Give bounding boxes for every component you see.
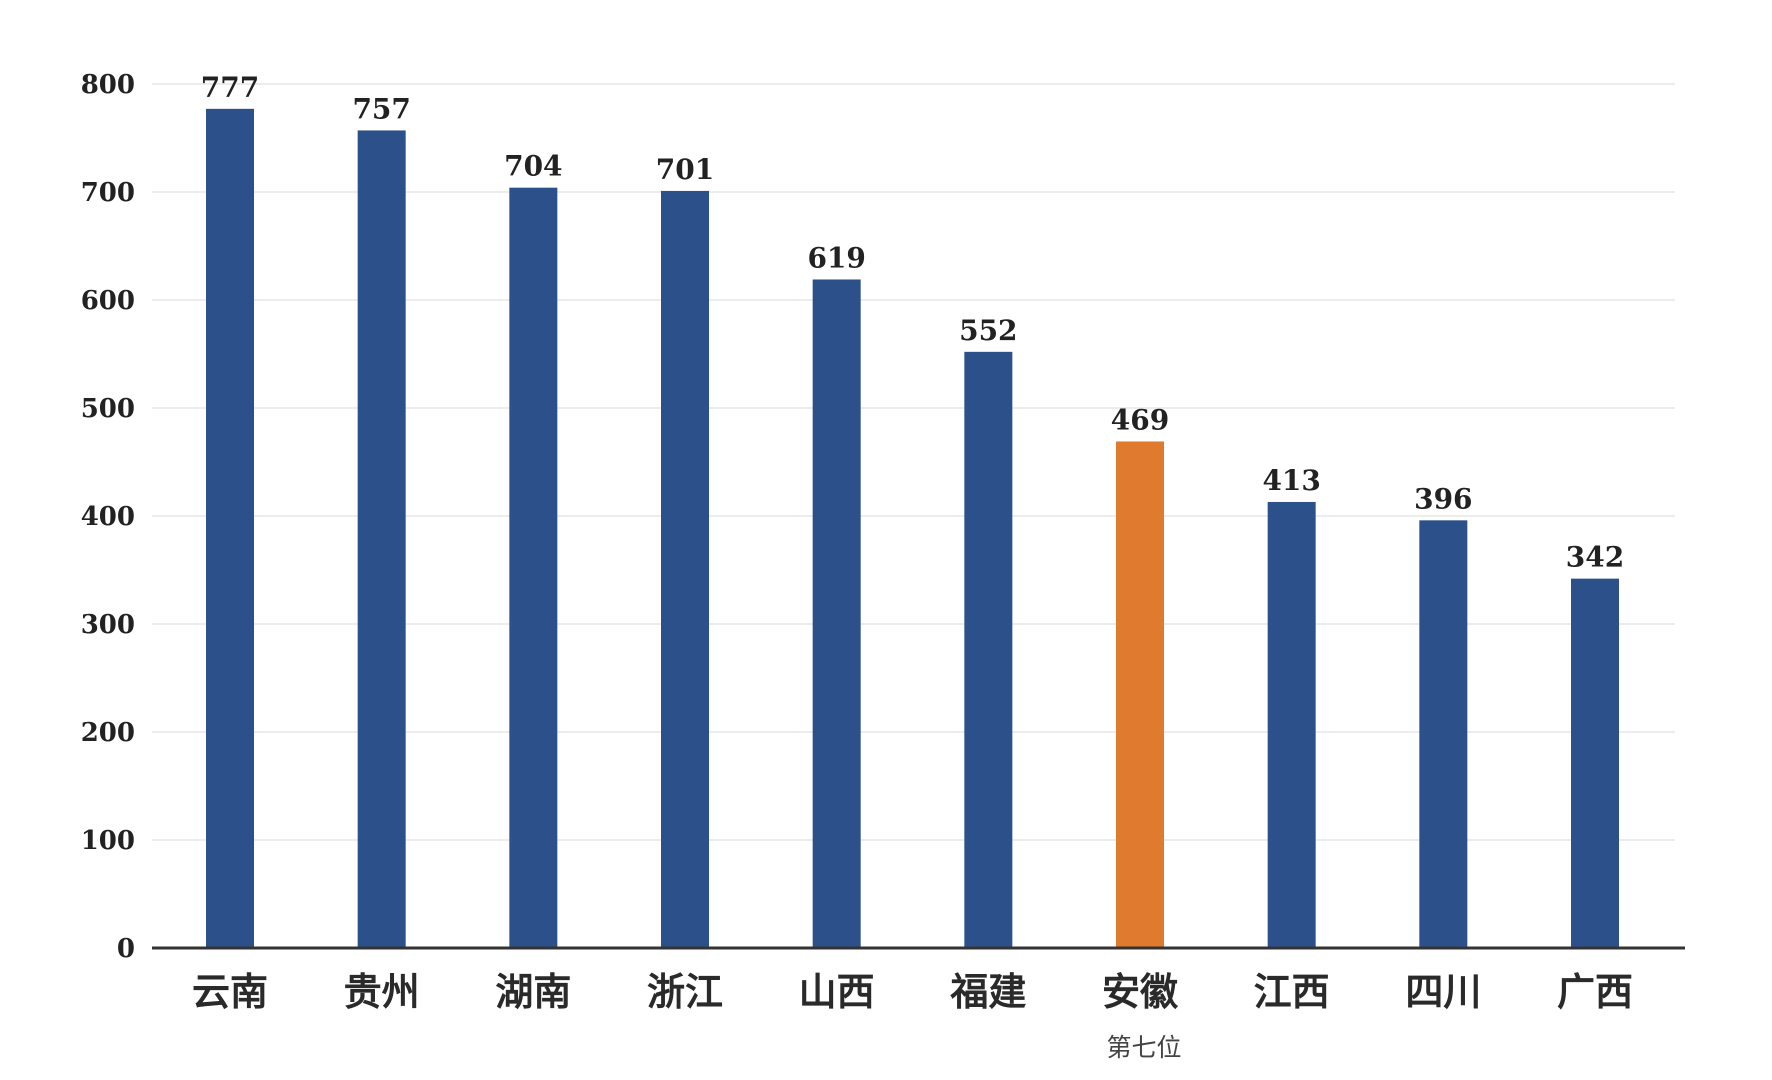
bar-云南 [206, 108, 254, 949]
bar-贵州 [357, 130, 406, 948]
y-tick-label-500: 500 [81, 394, 135, 424]
category-label-山西: 山西 [799, 970, 875, 1014]
bar-广西 [1571, 578, 1619, 948]
data-label-云南: 777 [201, 71, 259, 104]
y-tick-label-600: 600 [81, 286, 135, 316]
bar-浙江 [661, 190, 709, 949]
category-label-江西: 江西 [1254, 970, 1330, 1014]
data-labels: 777 757 704 701 619 552 469 413 396 342 [201, 71, 1624, 574]
category-label-贵州: 贵州 [344, 970, 420, 1014]
y-tick-label-800: 800 [81, 70, 135, 100]
y-tick-label-200: 200 [81, 718, 135, 748]
category-label-湖南: 湖南 [495, 970, 571, 1014]
y-tick-label-300: 300 [81, 610, 135, 640]
category-label-云南: 云南 [192, 970, 268, 1014]
data-label-山西: 619 [807, 241, 865, 274]
data-label-安徽: 469 [1111, 403, 1169, 436]
y-tick-label-0: 0 [117, 934, 135, 964]
bar-山西 [812, 279, 861, 949]
bar-江西 [1267, 501, 1316, 948]
data-label-湖南: 704 [504, 150, 562, 183]
data-label-福建: 552 [959, 314, 1017, 347]
category-label-安徽: 安徽 [1102, 970, 1179, 1014]
y-tick-label-700: 700 [81, 178, 135, 208]
gridlines [152, 83, 1675, 841]
category-label-浙江: 浙江 [647, 970, 723, 1014]
data-label-四川: 396 [1414, 482, 1472, 515]
highlight-note: 第七位 [1106, 1033, 1181, 1062]
bars [206, 108, 1619, 949]
category-label-福建: 福建 [949, 970, 1026, 1014]
bar-福建 [964, 351, 1013, 949]
bar-四川 [1419, 520, 1468, 948]
data-label-浙江: 701 [656, 153, 714, 186]
y-tick-label-100: 100 [81, 826, 135, 856]
data-label-贵州: 757 [352, 92, 410, 125]
x-axis-categories: 云南 贵州 湖南 浙江 山西 福建 安徽 江西 四川 广西 [192, 970, 1633, 1014]
data-label-江西: 413 [1262, 464, 1320, 497]
y-axis-ticks: 0 100 200 300 400 500 600 700 800 [81, 70, 135, 964]
data-label-广西: 342 [1566, 541, 1624, 574]
bar-湖南 [509, 187, 558, 948]
category-label-广西: 广西 [1557, 970, 1633, 1014]
category-label-四川: 四川 [1405, 970, 1481, 1014]
y-tick-label-400: 400 [81, 502, 135, 532]
bar-安徽 [1116, 441, 1164, 948]
